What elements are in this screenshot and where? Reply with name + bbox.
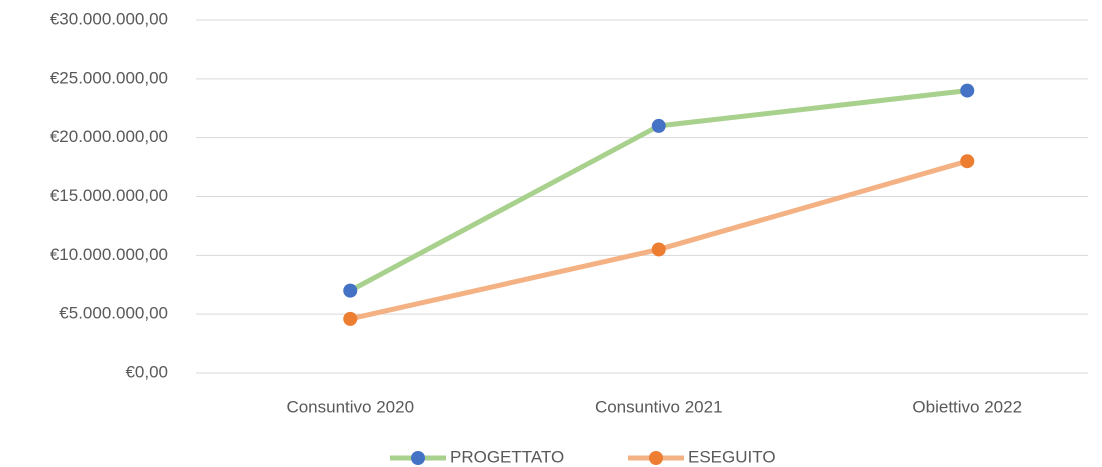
data-point [343,283,358,298]
data-point [960,154,975,169]
legend-label: PROGETTATO [450,447,564,466]
y-tick-label: €30.000.000,00 [50,9,168,28]
y-tick-label: €20.000.000,00 [50,127,168,146]
data-point [651,242,666,257]
y-tick-label: €10.000.000,00 [50,245,168,264]
legend-marker [411,451,425,465]
legend-label: ESEGUITO [688,447,776,466]
data-point [343,311,358,326]
x-tick-label: Consuntivo 2021 [595,397,723,416]
x-tick-label: Consuntivo 2020 [286,397,414,416]
x-tick-label: Obiettivo 2022 [912,397,1022,416]
y-tick-label: €5.000.000,00 [59,304,168,323]
legend-marker [649,451,663,465]
y-tick-label: €25.000.000,00 [50,68,168,87]
y-tick-label: €15.000.000,00 [50,186,168,205]
data-point [651,118,666,133]
data-point [960,83,975,98]
y-tick-label: €0,00 [125,362,168,381]
